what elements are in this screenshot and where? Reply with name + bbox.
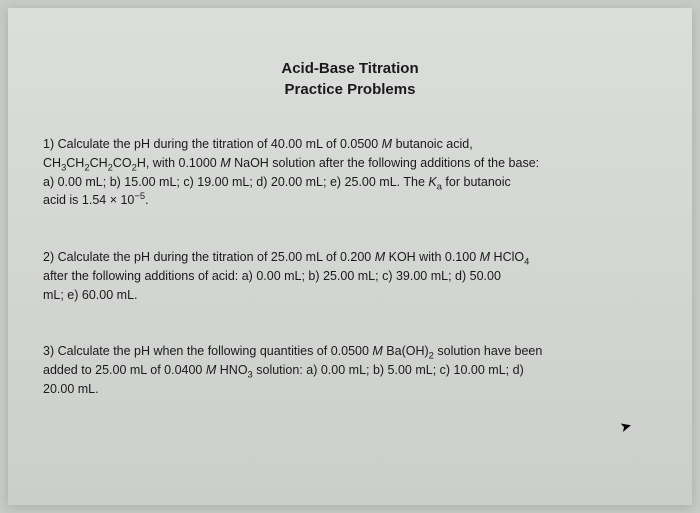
- formula-part: CO: [113, 156, 132, 170]
- problem-text: NaOH solution after the following additi…: [231, 156, 540, 170]
- cursor-icon: ➤: [618, 417, 634, 436]
- problem-2: 2) Calculate the pH during the titration…: [43, 248, 657, 304]
- molarity-symbol: M: [220, 156, 230, 170]
- problem-text: Calculate the pH during the titration of…: [58, 137, 382, 151]
- subscript: 4: [524, 257, 529, 267]
- problem-text: acid is 1.54 × 10: [43, 193, 134, 207]
- problem-text: Calculate the pH when the following quan…: [58, 344, 373, 358]
- problem-text: KOH with 0.100: [385, 250, 480, 264]
- problem-text: HNO: [216, 363, 247, 377]
- problem-text: a) 0.00 mL; b) 15.00 mL; c) 19.00 mL; d)…: [43, 175, 428, 189]
- problem-text: 20.00 mL.: [43, 382, 99, 396]
- problem-text: .: [145, 193, 148, 207]
- formula-part: H, with 0.1000: [137, 156, 220, 170]
- problem-text: butanoic acid,: [392, 137, 473, 151]
- problem-text: for butanoic: [442, 175, 511, 189]
- formula-part: CH: [43, 156, 61, 170]
- molarity-symbol: M: [375, 250, 385, 264]
- problem-number: 1): [43, 137, 54, 151]
- problem-text: mL; e) 60.00 mL.: [43, 288, 138, 302]
- problem-number: 3): [43, 344, 54, 358]
- problem-text: after the following additions of acid: a…: [43, 269, 501, 283]
- molarity-symbol: M: [206, 363, 216, 377]
- problem-text: solution: a) 0.00 mL; b) 5.00 mL; c) 10.…: [253, 363, 524, 377]
- problem-text: Calculate the pH during the titration of…: [58, 250, 375, 264]
- formula-part: CH: [66, 156, 84, 170]
- problem-text: solution have been: [434, 344, 542, 358]
- molarity-symbol: M: [382, 137, 392, 151]
- molarity-symbol: M: [480, 250, 490, 264]
- title-line-1: Acid-Base Titration: [43, 58, 657, 79]
- problem-text: HClO: [490, 250, 524, 264]
- problem-3: 3) Calculate the pH when the following q…: [43, 342, 657, 398]
- title-block: Acid-Base Titration Practice Problems: [43, 58, 657, 100]
- formula-part: CH: [90, 156, 108, 170]
- worksheet-page: Acid-Base Titration Practice Problems 1)…: [8, 8, 692, 505]
- problem-text: Ba(OH): [383, 344, 429, 358]
- ka-symbol: K: [428, 175, 436, 189]
- problem-text: added to 25.00 mL of 0.0400: [43, 363, 206, 377]
- molarity-symbol: M: [372, 344, 382, 358]
- problem-number: 2): [43, 250, 54, 264]
- superscript: −5: [134, 191, 145, 201]
- title-line-2: Practice Problems: [43, 79, 657, 100]
- problem-1: 1) Calculate the pH during the titration…: [43, 135, 657, 210]
